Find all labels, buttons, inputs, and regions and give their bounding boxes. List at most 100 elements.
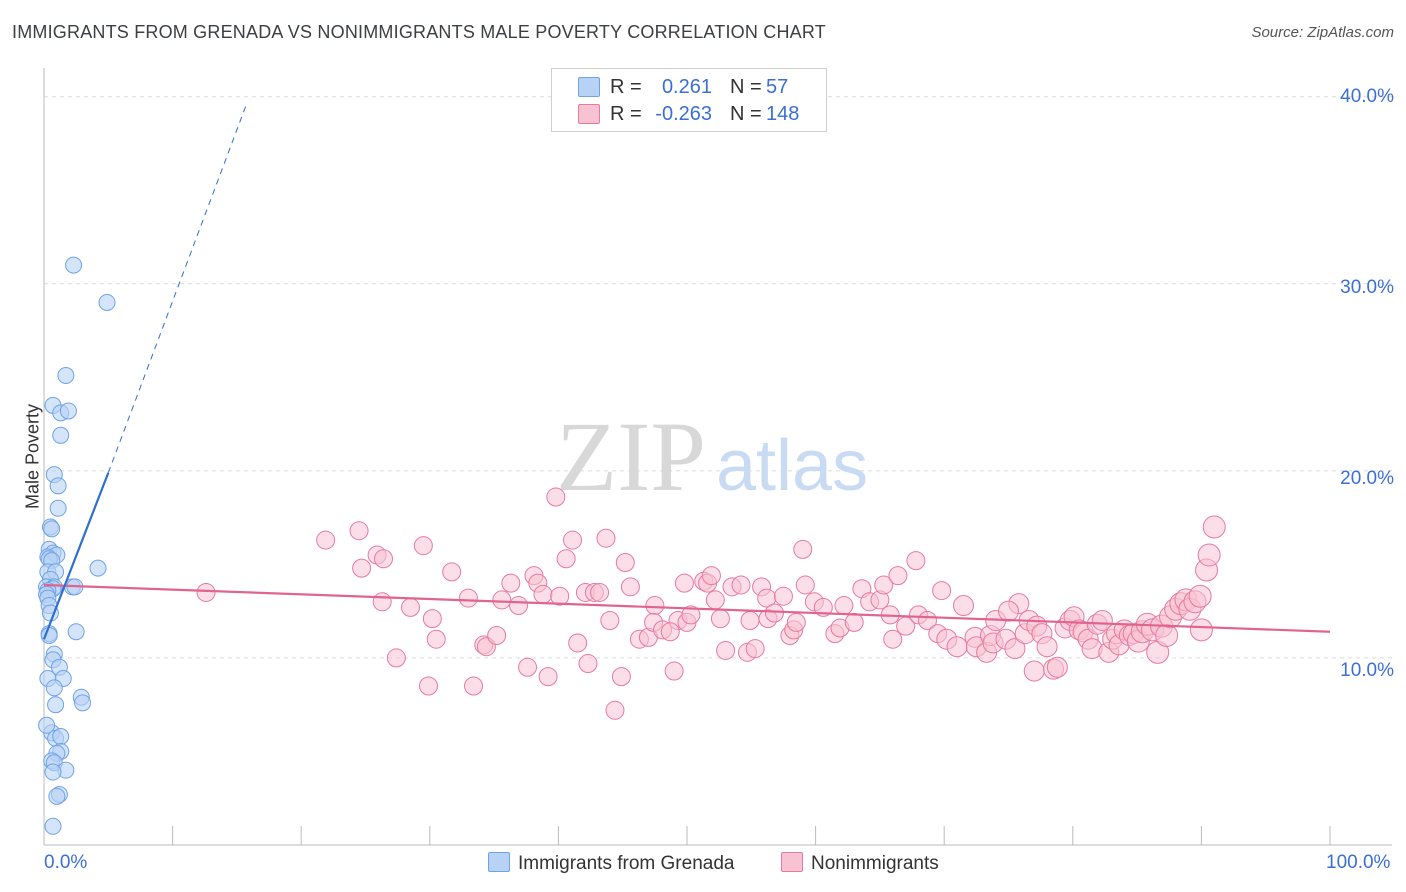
nonimmigrant-point [600, 611, 620, 631]
nonimmigrant-point [501, 573, 521, 593]
grenada-point [52, 727, 70, 745]
x-tick-max: 100.0% [1326, 852, 1391, 873]
nonimmigrant-point [533, 584, 553, 604]
nonimmigrant-point [874, 575, 894, 595]
nonimmigrant-point [1188, 584, 1212, 608]
nonimmigrant-point [1046, 656, 1068, 678]
nonimmigrant-point [786, 612, 806, 632]
grenada-point [49, 499, 67, 517]
legend-r-value: 0.261 [661, 76, 712, 98]
nonimmigrant-point [716, 640, 736, 660]
legend-n-value: 57 [766, 76, 789, 98]
grenada-point [44, 817, 62, 835]
nonimmigrant-point [674, 573, 694, 593]
nonimmigrant-point [932, 581, 952, 601]
series-grenada [38, 256, 116, 835]
nonimmigrant-point [906, 551, 926, 571]
legend-r-value: -0.263 [655, 103, 712, 125]
nonimmigrant-point [413, 536, 433, 556]
y-tick-20: 20.0% [1340, 468, 1394, 489]
nonimmigrant-point [664, 661, 684, 681]
y-axis-label: Male Poverty [22, 403, 43, 510]
legend-n-label: N = [730, 103, 762, 125]
grenada-point [40, 626, 58, 644]
nonimmigrant-point [426, 629, 446, 649]
nonimmigrant-point [605, 700, 625, 720]
y-tick-30: 30.0% [1340, 277, 1394, 298]
nonimmigrant-point [1036, 636, 1058, 658]
legend-row-grenada: R = 0.261 N = 57 [552, 74, 826, 100]
watermark: ZIP atlas [556, 401, 868, 512]
nonimmigrant-point [538, 667, 558, 687]
nonimmigrant-point [793, 539, 813, 559]
nonimmigrant-point [745, 639, 765, 659]
nonimmigrant-point [681, 605, 701, 625]
bottom-legend-nonimmigrants: Nonimmigrants [781, 852, 939, 875]
correlation-legend: R = 0.261 N = 57 R = -0.263 N = 148 [551, 68, 827, 132]
nonimmigrant-point [487, 625, 507, 645]
legend-n-label: N = [730, 76, 762, 98]
nonimmigrant-point [550, 586, 570, 606]
legend-swatch-blue [578, 77, 600, 97]
nonimmigrant-point [615, 553, 635, 573]
grenada-point [52, 426, 70, 444]
grenada-point [59, 402, 77, 420]
trend-lines [42, 102, 1331, 640]
grenada-point [38, 716, 56, 734]
nonimmigrant-point [1189, 618, 1213, 642]
source-label: Source: ZipAtlas.com [1251, 24, 1394, 41]
series-nonimmigrants [196, 487, 1226, 720]
nonimmigrant-point [1091, 610, 1113, 632]
grenada-point [74, 694, 92, 712]
nonimmigrant-point [844, 612, 864, 632]
legend-swatch-pink [578, 104, 600, 124]
nonimmigrant-point [834, 596, 854, 616]
nonimmigrant-point [710, 609, 730, 629]
nonimmigrant-point [422, 609, 442, 629]
nonimmigrant-point [645, 596, 665, 616]
nonimmigrant-point [458, 588, 478, 608]
grenada-trend-extension [107, 102, 248, 473]
nonimmigrant-point [883, 629, 903, 649]
nonimmigrant-point [509, 596, 529, 616]
nonimmigrant-point [701, 566, 721, 586]
nonimmigrant-point [596, 528, 616, 548]
nonimmigrant-point [1023, 660, 1045, 682]
nonimmigrant-point [952, 595, 974, 617]
nonimmigrant-point [556, 549, 576, 569]
watermark-zip: ZIP [556, 401, 706, 512]
nonimmigrant-point [196, 582, 216, 602]
nonimmigrant-point [546, 487, 566, 507]
legend-n-value: 148 [766, 103, 800, 125]
grenada-point [44, 763, 62, 781]
nonimmigrant-trend-line [43, 583, 1331, 633]
nonimmigrant-point [773, 586, 793, 606]
grenada-point [48, 787, 66, 805]
legend-row-nonimmigrants: R = -0.263 N = 148 [552, 101, 826, 127]
nonimmigrant-point [1202, 515, 1226, 539]
nonimmigrant-point [813, 597, 833, 617]
nonimmigrant-point [1197, 543, 1221, 567]
nonimmigrant-point [419, 676, 439, 696]
nonimmigrant-point [888, 566, 908, 586]
nonimmigrant-point [349, 521, 369, 541]
y-tick-40: 40.0% [1340, 86, 1394, 107]
nonimmigrant-point [372, 592, 392, 612]
nonimmigrant-point [740, 611, 760, 631]
nonimmigrant-point [795, 575, 815, 595]
legend-r-label: R = [610, 103, 642, 125]
grenada-point [45, 679, 63, 697]
nonimmigrant-point [386, 648, 406, 668]
x-tick-min: 0.0% [44, 852, 88, 873]
nonimmigrant-point [578, 654, 598, 674]
y-tick-10: 10.0% [1340, 660, 1394, 681]
grenada-point [89, 559, 107, 577]
nonimmigrant-point [518, 657, 538, 677]
watermark-atlas: atlas [716, 426, 868, 506]
nonimmigrant-point [731, 575, 751, 595]
grenada-point [57, 366, 75, 384]
nonimmigrant-point [705, 590, 725, 610]
nonimmigrant-point [1155, 623, 1179, 647]
nonimmigrant-point [946, 636, 968, 658]
